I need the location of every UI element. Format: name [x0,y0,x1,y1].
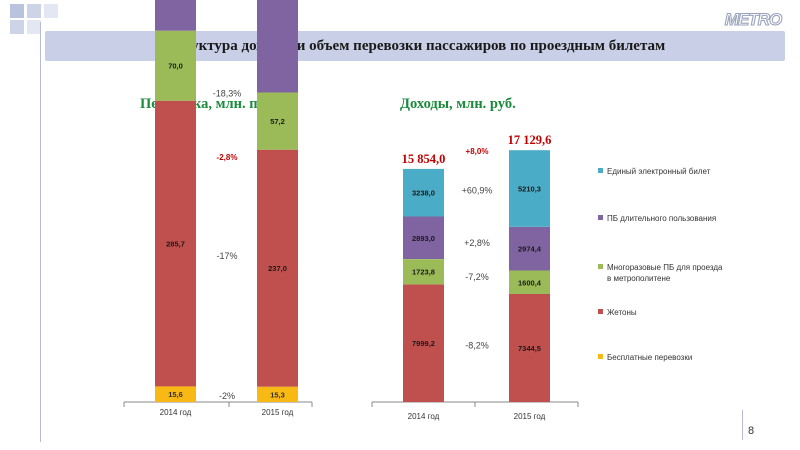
series-change-label: -7,2% [465,272,489,282]
series-change-label: +60,9% [462,186,493,196]
page-number: 8 [748,425,755,437]
x-tick-label: 2014 год [160,408,192,417]
bar-segment [257,386,298,402]
bar-segment [257,149,298,387]
bar-segment [403,216,444,259]
series-change-label: -17% [216,251,237,261]
bar-total-label: 17 129,6 [508,133,552,147]
series-change-label: -18,3% [213,88,242,98]
series-change-label: -2% [219,391,235,401]
decor-square [10,20,24,34]
legend-swatch [598,354,603,359]
legend-swatch [598,264,603,269]
bar-segment [155,100,196,387]
legend-label: Единый электронный билет [607,167,711,176]
series-change-label: +2,8% [464,238,490,248]
data-label: 2974,4 [518,245,542,254]
legend-label: Жетоны [607,308,637,317]
bar-segment [403,168,444,217]
bar-segment [257,92,298,150]
bar-segment [403,284,444,402]
legend-label: Многоразовые ПБ для проезда в метрополит… [607,263,723,283]
data-label: 1600,4 [518,278,542,287]
logo-text: METRO [725,10,782,29]
bar-segment [155,386,196,402]
bar-segment [155,0,196,31]
x-tick-label: 2014 год [408,412,440,421]
data-label: 57,2 [270,117,285,126]
legend-swatch [598,309,603,314]
x-tick-label: 2015 год [514,412,546,421]
data-label: 2893,0 [412,234,435,243]
data-label: 70,0 [168,62,183,71]
data-label: 7999,2 [412,339,435,348]
total-change-label: +8,0% [466,147,489,156]
decor-vertical-line [40,22,41,442]
legend-label: ПБ длительного пользования [607,214,717,223]
bar-segment [509,294,550,402]
decor-square [27,20,41,34]
decor-square [44,4,58,18]
data-label: 15,6 [168,390,183,399]
bar-total-label: 15 854,0 [402,152,446,166]
bar-segment [509,150,550,227]
data-label: 3238,0 [412,189,435,198]
bar-segment [509,270,550,294]
data-label: 7344,5 [518,344,541,353]
chart-title-revenue: Доходы, млн. руб. [400,96,516,112]
decor-square [10,4,24,18]
decor-square [27,4,41,18]
total-change-label: -2,8% [217,153,238,162]
data-label: 5210,3 [518,185,541,194]
legend-swatch [598,215,603,220]
decor-footer-line [742,410,743,440]
data-label: 1723,8 [412,268,435,277]
series-change-label: -8,2% [465,341,489,351]
bar-segment [509,226,550,271]
data-label: 15,3 [270,390,285,399]
metro-logo: METRO [724,9,783,29]
legend-label: Бесплатные перевозки [607,353,693,362]
bar-segment [257,0,298,93]
legend-swatch [598,168,603,173]
data-label: 237,0 [268,264,287,273]
x-tick-label: 2015 год [262,408,294,417]
bar-segment [155,30,196,101]
bar-segment [403,259,444,285]
data-label: 285,7 [166,240,185,249]
